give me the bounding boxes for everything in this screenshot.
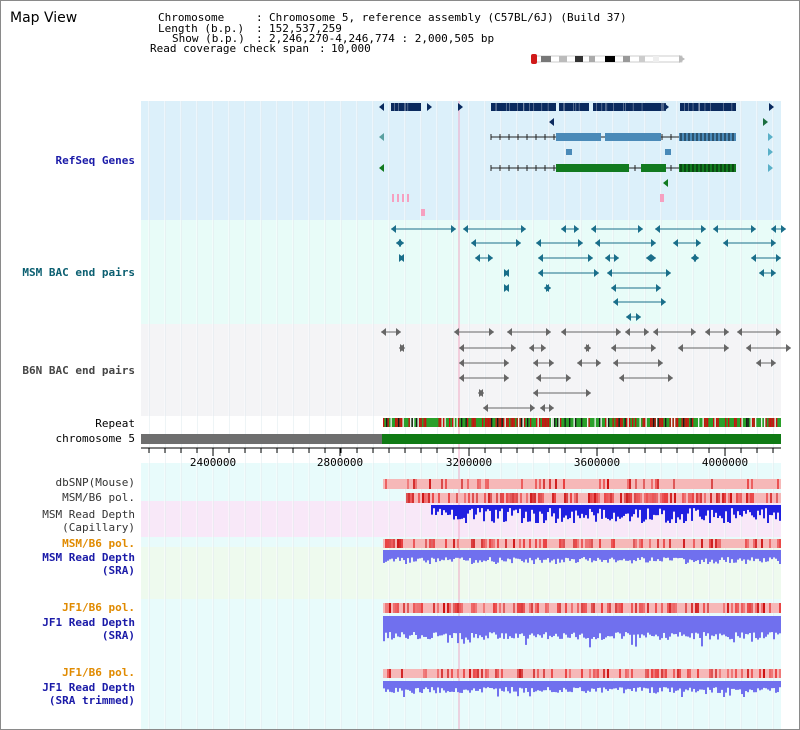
show-colon: :	[256, 32, 263, 45]
msm-read-depth-sra-track[interactable]	[383, 550, 781, 564]
msm-bac-end-pairs[interactable]	[391, 225, 786, 321]
msm-b6-pol-label: MSM/B6 pol.	[62, 491, 135, 504]
length-colon: :	[256, 22, 263, 35]
msm-b6-pol-track[interactable]	[406, 493, 781, 503]
axis-tick-label: 3200000	[445, 456, 493, 469]
position-ruler	[141, 447, 781, 456]
coverage-colon: :	[319, 42, 326, 55]
axis-tick-label: 2400000	[189, 456, 237, 469]
coverage-label: Read coverage check span	[150, 42, 309, 55]
repeat-label: Repeat	[95, 417, 135, 430]
msm-read-depth-capillary-label: MSM Read Depth	[42, 508, 135, 521]
dbsnp-track[interactable]	[383, 479, 781, 489]
chromosome-bar-sequenced	[382, 434, 781, 444]
chromosome-colon: :	[256, 11, 263, 24]
b6n-bac-label: B6N BAC end pairs	[22, 364, 135, 377]
page-title: Map View	[10, 10, 78, 26]
chromosome-label: Chromosome	[158, 11, 225, 24]
jf1-read-depth-sra-sub: (SRA)	[101, 629, 135, 642]
jf1-b6-pol-trimmed-label: JF1/B6 pol.	[62, 666, 135, 679]
jf1-read-depth-sra-label: JF1 Read Depth	[42, 616, 135, 629]
msm-b6-pol-sra-label: MSM/B6 pol.	[62, 537, 135, 550]
b6n-bac-end-pairs[interactable]	[381, 328, 791, 412]
refseq-gene-features[interactable]	[379, 103, 774, 216]
jf1-read-depth-sra-track[interactable]	[383, 616, 781, 648]
length-value: 152,537,259	[269, 22, 342, 35]
refseq-track-bg	[141, 101, 781, 220]
msm-bac-track-bg	[141, 220, 781, 324]
axis-tick-label: 2800000	[316, 456, 364, 469]
show-label: Show (b.p.)	[172, 32, 245, 45]
coverage-value: 10,000	[331, 42, 371, 55]
msm-b6-pol-sra-track[interactable]	[383, 539, 781, 548]
length-label: Length (b.p.)	[158, 22, 245, 35]
b6n-bac-track-bg	[141, 324, 781, 416]
refseq-genes-label: RefSeq Genes	[55, 154, 135, 167]
axis-tick-label: 4000000	[701, 456, 749, 469]
msm-read-depth-capillary-track[interactable]	[431, 505, 781, 523]
axis-tick-label: 3600000	[573, 456, 621, 469]
chromosome-bar-unsequenced	[141, 434, 382, 444]
chromosome-track-label: chromosome 5	[55, 432, 135, 445]
jf1-read-depth-trimmed-track[interactable]	[383, 681, 781, 697]
right-margin	[781, 101, 799, 729]
repeat-track[interactable]	[383, 418, 781, 427]
jf1-b6-pol-track[interactable]	[383, 603, 781, 613]
msm-read-depth-sra-sub: (SRA)	[101, 564, 135, 577]
jf1-read-depth-trimmed-sub: (SRA trimmed)	[48, 694, 135, 707]
dbsnp-label: dbSNP(Mouse)	[55, 476, 135, 489]
msm-bac-label: MSM BAC end pairs	[22, 266, 135, 279]
jf1-b6-pol-label: JF1/B6 pol.	[62, 601, 135, 614]
show-value: 2,246,270-4,246,774 : 2,000,505 bp	[269, 32, 495, 45]
jf1-b6-pol-trimmed-track[interactable]	[383, 669, 781, 678]
chromosome-ideogram[interactable]	[529, 53, 689, 65]
chromosome-value: Chromosome 5, reference assembly (C57BL/…	[269, 11, 627, 24]
msm-read-depth-capillary-sub: (Capillary)	[62, 521, 135, 534]
msm-read-depth-sra-label: MSM Read Depth	[42, 551, 135, 564]
jf1-read-depth-trimmed-label: JF1 Read Depth	[42, 681, 135, 694]
